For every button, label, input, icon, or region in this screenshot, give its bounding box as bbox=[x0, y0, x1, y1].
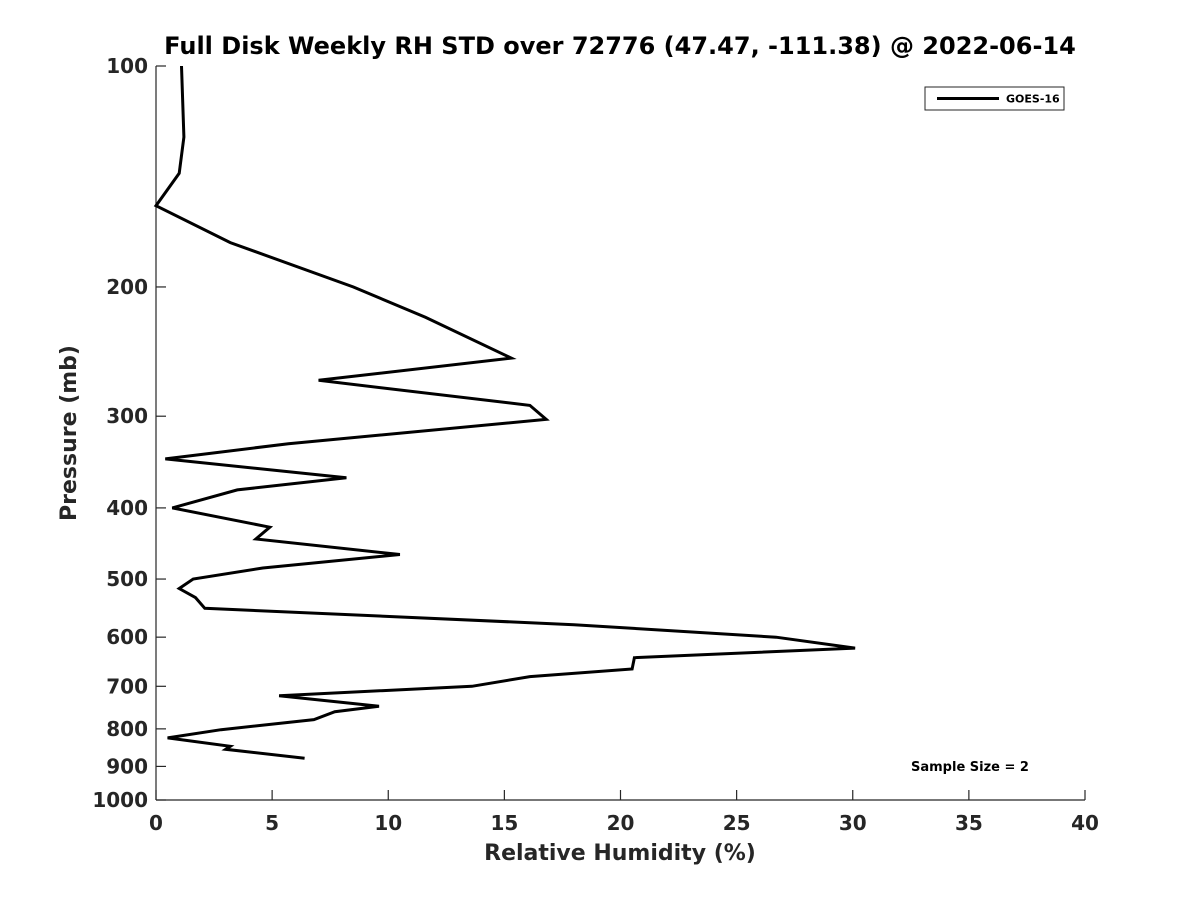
sample-size-annotation: Sample Size = 2 bbox=[911, 760, 1029, 775]
y-tick-label: 1000 bbox=[92, 788, 148, 812]
y-tick-label: 900 bbox=[106, 754, 148, 778]
legend-label-goes-16: GOES-16 bbox=[1006, 93, 1060, 106]
series-line-goes-16 bbox=[153, 65, 856, 760]
x-tick-label: 10 bbox=[374, 811, 402, 835]
chart-title: Full Disk Weekly RH STD over 72776 (47.4… bbox=[164, 32, 1076, 60]
x-tick-label: 30 bbox=[839, 811, 867, 835]
x-tick-label: 20 bbox=[607, 811, 635, 835]
x-tick-label: 35 bbox=[955, 811, 983, 835]
y-tick-label: 800 bbox=[106, 717, 148, 741]
y-tick-label: 100 bbox=[106, 54, 148, 78]
x-ticks: 0 5 10 15 20 25 30 35 40 bbox=[149, 790, 1099, 835]
x-tick-label: 0 bbox=[149, 811, 163, 835]
x-tick-label: 5 bbox=[265, 811, 279, 835]
x-tick-label: 25 bbox=[723, 811, 751, 835]
y-tick-label: 200 bbox=[106, 275, 148, 299]
x-tick-label: 15 bbox=[490, 811, 518, 835]
y-tick-label: 700 bbox=[106, 674, 148, 698]
y-ticks: 100 200 300 400 500 600 700 800 900 1000 bbox=[92, 54, 166, 812]
y-tick-label: 400 bbox=[106, 496, 148, 520]
x-tick-label: 40 bbox=[1071, 811, 1099, 835]
series-layer bbox=[153, 65, 856, 760]
y-tick-label: 600 bbox=[106, 625, 148, 649]
y-tick-label: 300 bbox=[106, 404, 148, 428]
axes: 0 5 10 15 20 25 30 35 40 100 200 300 400 500 600 700 80… bbox=[92, 54, 1099, 835]
x-axis-label: Relative Humidity (%) bbox=[484, 841, 756, 866]
legend: GOES-16 bbox=[924, 86, 1065, 111]
y-tick-label: 500 bbox=[106, 567, 148, 591]
y-axis-label: Pressure (mb) bbox=[57, 345, 82, 521]
